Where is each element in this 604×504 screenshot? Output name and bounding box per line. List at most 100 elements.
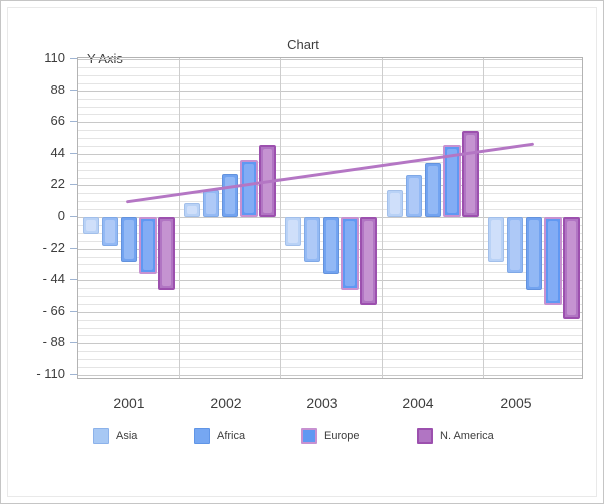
bar-series2-2004[interactable] — [405, 175, 422, 217]
bar-africa-2004[interactable] — [424, 162, 441, 217]
y-tick-mark — [70, 279, 77, 281]
y-tick-label: - 22 — [42, 239, 65, 255]
legend-swatch-icon — [301, 428, 317, 444]
legend-item-europe[interactable]: Europe — [301, 428, 359, 444]
y-tick-mark — [70, 89, 77, 91]
major-gridline — [78, 153, 582, 155]
y-tick-mark — [70, 184, 77, 186]
y-tick-label: - 66 — [42, 302, 65, 318]
major-gridline — [78, 185, 582, 187]
bar-asia-2003[interactable] — [285, 217, 302, 246]
bar-highlight — [345, 221, 356, 287]
bar-series2-2005[interactable] — [506, 217, 523, 273]
bar-europe-2004[interactable] — [442, 145, 461, 218]
minor-gridline — [78, 303, 582, 305]
y-tick-mark — [70, 310, 77, 312]
major-gridline — [78, 122, 582, 124]
legend-label: Africa — [217, 430, 246, 442]
y-tick-label: - 88 — [42, 334, 65, 350]
minor-gridline — [78, 82, 582, 84]
bar-highlight — [408, 178, 419, 214]
y-tick-mark — [70, 216, 77, 217]
bar-n-america-2003[interactable] — [360, 217, 378, 305]
bar-highlight — [490, 220, 501, 259]
bar-highlight — [509, 220, 520, 270]
minor-gridline — [78, 327, 582, 329]
vertical-gridline — [179, 58, 181, 378]
bar-series2-2002[interactable] — [203, 189, 220, 217]
bar-europe-2005[interactable] — [543, 217, 562, 305]
bar-highlight — [206, 192, 217, 214]
minor-gridline — [78, 201, 582, 203]
chart-frame — [7, 7, 597, 497]
bar-highlight — [225, 176, 236, 214]
y-tick-mark — [70, 58, 77, 60]
bar-highlight — [427, 165, 438, 214]
bar-n-america-2004[interactable] — [461, 130, 479, 217]
major-gridline — [78, 311, 582, 313]
minor-gridline — [78, 177, 582, 179]
legend-swatch-icon — [194, 428, 210, 444]
minor-gridline — [78, 319, 582, 321]
minor-gridline — [78, 114, 582, 116]
y-axis-title: Y Axis — [87, 51, 123, 66]
major-gridline — [78, 280, 582, 282]
vertical-gridline — [381, 58, 383, 378]
minor-gridline — [78, 209, 582, 211]
bar-highlight — [364, 221, 374, 301]
bar-series2-2001[interactable] — [102, 217, 118, 246]
y-tick-label: 110 — [44, 50, 65, 66]
x-tick-label-2003: 2003 — [306, 395, 338, 411]
bar-n-america-2005[interactable] — [562, 217, 580, 319]
legend-item-africa[interactable]: Africa — [194, 428, 245, 444]
y-tick-label: 0 — [57, 208, 65, 223]
bar-highlight — [143, 221, 153, 271]
bar-n-america-2001[interactable] — [158, 217, 175, 291]
minor-gridline — [78, 146, 582, 147]
bar-highlight — [528, 220, 539, 288]
bar-highlight — [187, 205, 198, 215]
bar-africa-2005[interactable] — [525, 217, 542, 291]
minor-gridline — [78, 193, 582, 195]
bar-asia-2004[interactable] — [386, 189, 403, 217]
y-tick-label: 66 — [50, 113, 65, 129]
minor-gridline — [78, 106, 582, 108]
y-tick-mark — [70, 373, 77, 375]
major-gridline — [78, 343, 582, 345]
bar-europe-2001[interactable] — [139, 217, 157, 275]
bar-asia-2005[interactable] — [487, 217, 504, 262]
bar-series2-2003[interactable] — [304, 217, 321, 262]
legend-item-asia[interactable]: Asia — [93, 428, 137, 444]
y-tick-label: - 44 — [42, 271, 65, 287]
major-gridline — [78, 90, 582, 92]
legend-swatch-icon — [417, 428, 433, 444]
bar-europe-2003[interactable] — [341, 217, 360, 291]
minor-gridline — [78, 169, 582, 171]
bar-africa-2001[interactable] — [121, 217, 137, 262]
plot-area — [77, 57, 583, 379]
bar-highlight — [566, 221, 576, 315]
bar-highlight — [263, 149, 273, 214]
bar-highlight — [105, 220, 115, 243]
bar-asia-2001[interactable] — [83, 217, 99, 235]
legend-item-n-america[interactable]: N. America — [417, 428, 494, 444]
minor-gridline — [78, 74, 582, 76]
bar-africa-2002[interactable] — [222, 173, 239, 217]
minor-gridline — [78, 130, 582, 132]
vertical-gridline — [482, 58, 484, 378]
bar-highlight — [307, 220, 318, 259]
minor-gridline — [78, 288, 582, 289]
x-tick-label-2004: 2004 — [402, 395, 434, 411]
y-tick-mark — [70, 247, 77, 249]
minor-gridline — [78, 359, 582, 361]
bar-highlight — [244, 163, 255, 213]
bar-highlight — [326, 220, 337, 272]
bar-n-america-2002[interactable] — [259, 145, 277, 218]
y-tick-label: - 110 — [36, 365, 65, 381]
bar-africa-2003[interactable] — [323, 217, 340, 275]
y-tick-mark — [70, 342, 77, 344]
bar-europe-2002[interactable] — [240, 159, 259, 217]
y-tick-label: 22 — [50, 176, 65, 192]
bar-asia-2002[interactable] — [184, 202, 201, 218]
